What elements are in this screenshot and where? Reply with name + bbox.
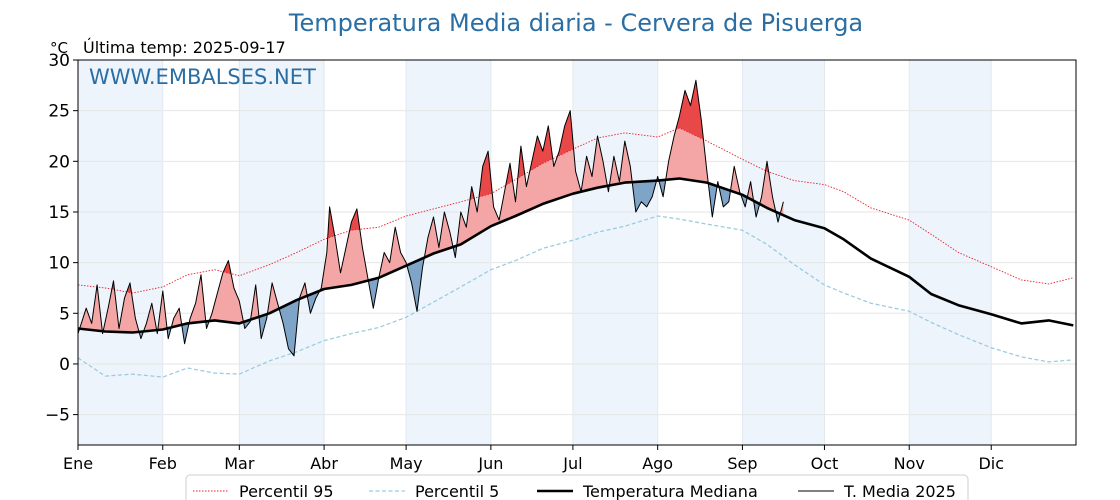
grid-lines xyxy=(77,59,1076,445)
x-tick-label: Dic xyxy=(978,454,1004,473)
y-tick-label: −5 xyxy=(45,406,70,426)
x-tick-label: Ago xyxy=(642,454,673,473)
month-bands xyxy=(78,60,992,445)
month-band-mar xyxy=(239,60,325,445)
below-median-fill xyxy=(78,178,784,356)
chart-title: Temperatura Media diaria - Cervera de Pi… xyxy=(288,9,863,37)
month-band-sep xyxy=(742,60,825,445)
x-tick-label: Nov xyxy=(894,454,925,473)
p95-line xyxy=(77,127,1074,294)
y-tick-label: 25 xyxy=(48,102,70,122)
legend-p5-label: Percentil 5 xyxy=(415,482,499,500)
series-lines xyxy=(77,79,1074,378)
x-tick-label: Abr xyxy=(310,454,338,473)
median-line xyxy=(77,177,1074,334)
y-tick-label: 15 xyxy=(48,203,70,223)
y-tick-label: 0 xyxy=(59,355,70,375)
y-tick-label: 30 xyxy=(48,51,70,71)
legend-p95-label: Percentil 95 xyxy=(239,482,334,500)
x-tick-label: Feb xyxy=(149,454,177,473)
x-tick-label: Jul xyxy=(562,454,582,473)
legend: Percentil 95 Percentil 5 Temperatura Media… xyxy=(185,474,969,500)
x-tick-label: Sep xyxy=(727,454,757,473)
y-tick-label: 20 xyxy=(48,152,70,172)
last-temperature-label: Última temp: 2025-09-17 xyxy=(83,38,286,57)
x-tick-label: Mar xyxy=(224,454,255,473)
x-tick-label: Oct xyxy=(811,454,839,473)
x-axis: Ene Feb Mar Abr May Jun Jul Ago Sep Oct Nov Dic xyxy=(63,445,1004,473)
legend-current-year-label: T. Media 2025 xyxy=(843,482,956,500)
current-year-line xyxy=(77,79,784,357)
anomaly-fills xyxy=(78,80,784,378)
month-band-ene xyxy=(78,60,163,445)
y-tick-label: 10 xyxy=(48,254,70,274)
legend-box xyxy=(185,474,969,500)
month-band-may xyxy=(406,60,491,445)
month-band-jul xyxy=(572,60,658,445)
y-tick-label: 5 xyxy=(59,304,70,324)
y-unit-label: °C xyxy=(50,39,68,57)
y-axis: −5 0 5 10 15 20 25 30 xyxy=(45,51,78,426)
x-tick-label: Jun xyxy=(477,454,503,473)
p5-line xyxy=(77,215,1074,378)
x-tick-label: May xyxy=(390,454,423,473)
legend-median-label: Temperatura Mediana xyxy=(582,482,758,500)
month-band-nov xyxy=(909,60,992,445)
x-tick-label: Ene xyxy=(63,454,93,473)
plot-frame xyxy=(77,59,1077,446)
watermark: WWW.EMBALSES.NET xyxy=(89,65,316,89)
